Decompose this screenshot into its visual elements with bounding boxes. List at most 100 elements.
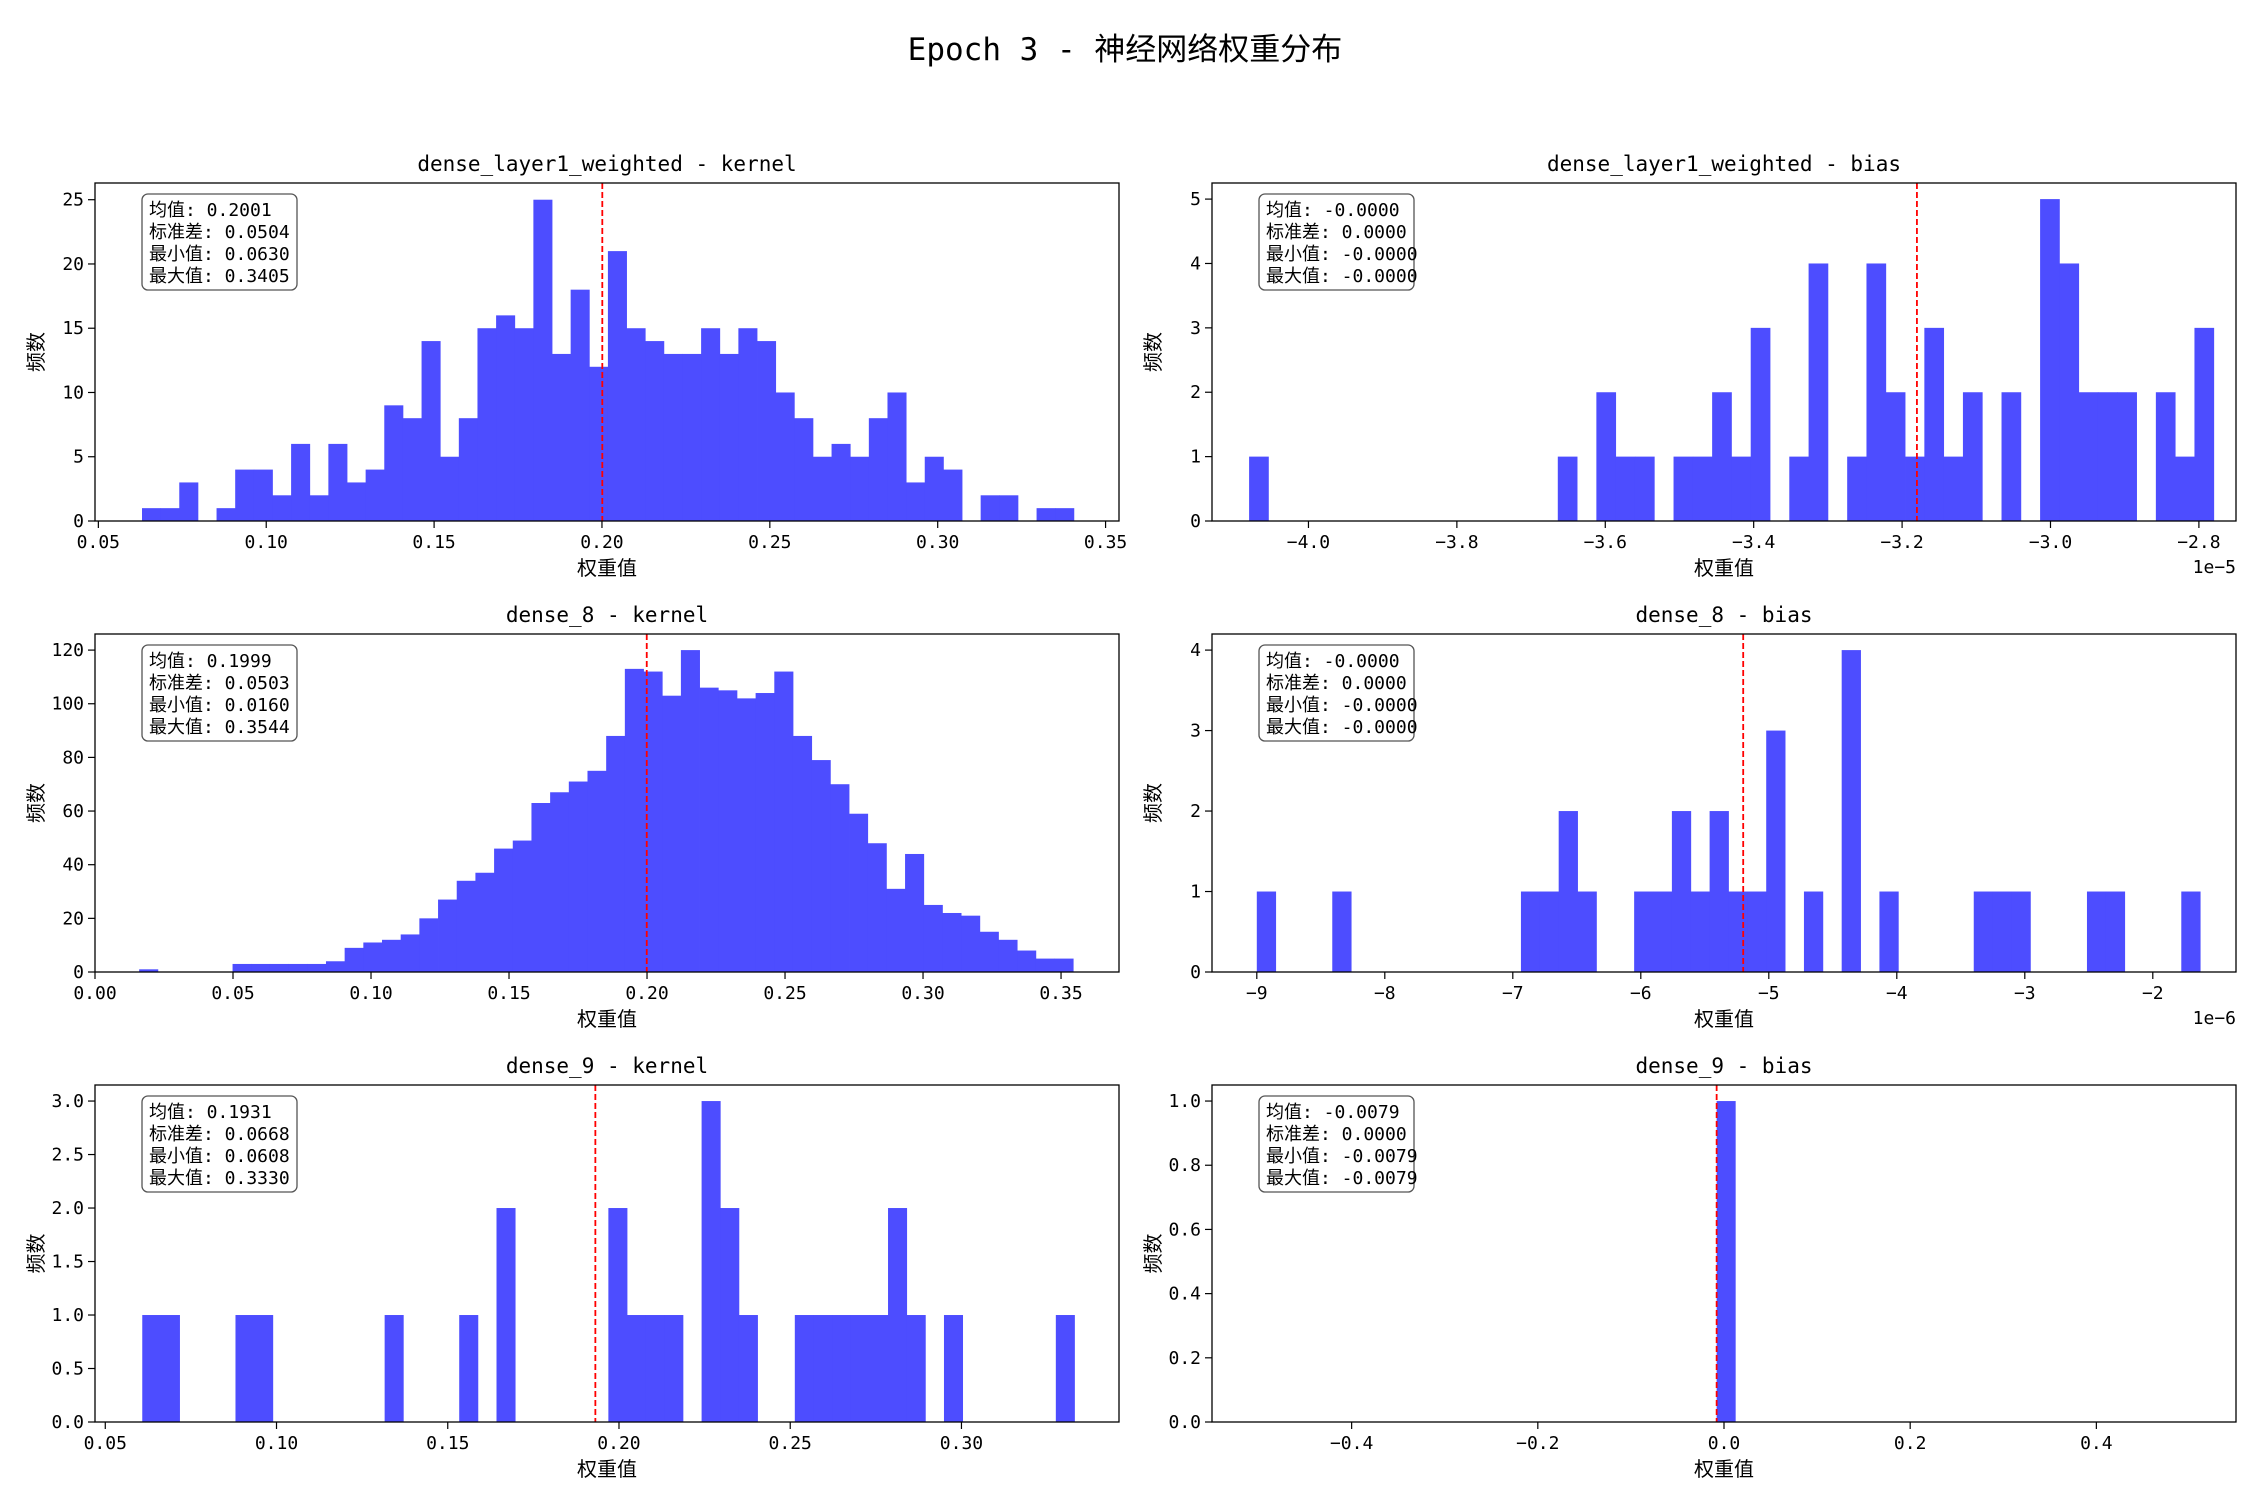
histogram-bar [512,840,532,972]
histogram-bar [514,328,534,521]
histogram-bar [1055,508,1075,521]
histogram-bar [2117,392,2137,521]
x-tick-label: 0.00 [73,983,116,1004]
histogram-bar [344,947,364,972]
x-axis-label: 权重值 [1694,1007,1754,1031]
y-tick-label: 0.2 [1168,1348,1201,1369]
x-axis-label: 权重值 [577,1007,637,1031]
y-tick-label: 1.5 [51,1252,84,1273]
y-axis-label: 频数 [24,1234,48,1274]
x-tick-label: 0.10 [255,1433,298,1454]
histogram-bar [459,1315,479,1422]
histogram-bar [1690,891,1711,972]
stats-line: 标准差: 0.0504 [149,222,290,243]
histogram-bar [1558,811,1578,972]
histogram-bar [232,963,252,972]
x-tick-label: 0.25 [763,983,806,1004]
x-tick-label: 0.05 [211,983,254,1004]
x-axis-label: 权重值 [1694,1457,1754,1481]
x-tick-label: −6 [1630,983,1652,1004]
histogram-bar [1653,891,1673,972]
histogram-bar [421,341,441,521]
histogram-bar [1943,456,1964,521]
axes-frame [1211,633,2237,973]
y-tick-label: 2.5 [51,1145,84,1166]
histogram-bar [440,456,460,521]
x-tick-label: −7 [1502,983,1524,1004]
y-tick-label: 0.8 [1168,1155,1201,1176]
histogram-bar [179,482,199,521]
histogram-bar [792,735,813,972]
y-tick-label: 0 [1190,962,1201,983]
histogram-bar [1924,327,1945,521]
x-tick-label: −2 [2142,983,2164,1004]
histogram-bar [1634,891,1654,972]
y-tick-label: 0.0 [1168,1412,1201,1433]
x-tick-label: 0.10 [349,983,392,1004]
histogram-bar [813,1315,833,1422]
subplot-title: dense_8 - kernel [506,603,708,627]
histogram-bar [477,328,497,521]
histogram-bar [288,963,308,972]
y-tick-label: 40 [62,855,84,876]
stats-line: 标准差: 0.0503 [149,673,290,694]
histogram-bar [1712,392,1732,521]
histogram-bar [682,353,702,521]
x-tick-label: −0.2 [1516,1433,1559,1454]
histogram-bar [1671,811,1692,972]
subplot: 0.00 0.05 0.10 0.15 0.20 0.25 0.30 0.35 0 20 40 60 8… [24,603,1120,1031]
histogram-bar [999,495,1019,521]
histogram-bar [680,650,700,972]
histogram-bar [1557,456,1578,521]
histogram-bar [757,341,777,521]
y-tick-label: 10 [62,382,84,403]
y-tick-label: 4 [1190,640,1201,661]
y-tick-label: 20 [62,254,84,275]
histogram-bar [1866,263,1887,521]
histogram-bar [924,456,944,521]
histogram-bar [701,328,721,521]
x-tick-label: 0.4 [2080,1433,2113,1454]
axis-offset-label: 1e−6 [2193,1008,2236,1029]
histogram-bar [328,443,348,521]
histogram-bar [905,853,925,972]
histogram-bar [980,495,1000,521]
stats-line: 最大值: -0.0000 [1266,266,1418,287]
histogram-bar [643,671,663,972]
histogram-bar [1808,263,1829,521]
histogram-bar [496,315,516,521]
x-axis-label: 权重值 [577,1457,637,1481]
histogram-bar [1692,456,1713,521]
y-axis-label: 频数 [1141,332,1165,372]
histogram-bar [1747,891,1767,972]
histogram-bar [662,695,682,972]
x-tick-label: 0.15 [487,983,530,1004]
axes-frame [1211,182,2237,522]
histogram-bar [533,199,553,521]
y-tick-label: 25 [62,190,84,211]
stats-line: 均值: 0.1931 [149,1102,272,1123]
x-tick-label: −4 [1886,983,1908,1004]
histogram-bar [718,690,738,972]
x-tick-label: −3.6 [1584,532,1627,553]
histogram-bar [755,693,775,972]
histogram-bar [2040,199,2060,521]
histogram-bar [906,1315,926,1422]
x-tick-label: −3.2 [1880,532,1923,553]
histogram-bar [419,918,439,972]
histogram-bar [1539,891,1560,972]
x-tick-label: −3 [2014,983,2036,1004]
y-tick-label: 60 [62,801,84,822]
x-tick-label: 0.30 [916,532,959,553]
histogram-bar [550,792,570,972]
histogram-bar [589,366,609,521]
x-tick-label: 0.20 [625,983,668,1004]
subplot-title: dense_9 - kernel [506,1054,708,1078]
histogram-bar [254,1315,274,1422]
y-tick-label: 120 [51,640,84,661]
histogram-bar [664,1315,684,1422]
stats-line: 最大值: -0.0079 [1266,1168,1418,1189]
histogram-bar [1885,392,1906,521]
